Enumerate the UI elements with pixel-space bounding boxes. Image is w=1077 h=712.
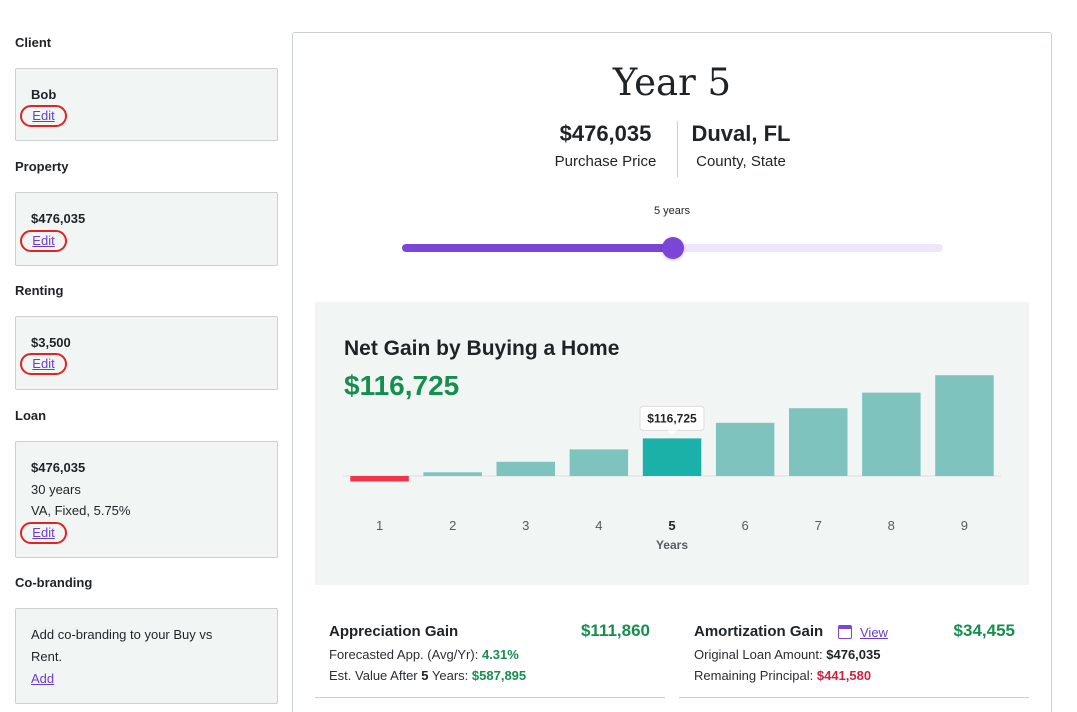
loan-amount: $476,035 — [31, 460, 86, 475]
renting-edit-link[interactable]: Edit — [20, 353, 67, 375]
client-section-title: Client — [15, 35, 52, 50]
x-tick-label-2: 2 — [449, 518, 456, 533]
tooltip-pointer — [667, 430, 677, 436]
x-tick-label-3: 3 — [522, 518, 529, 533]
property-card: $476,035 Edit — [15, 192, 278, 266]
forecast-appreciation-line: Forecasted App. (Avg/Yr): 4.31% — [329, 647, 519, 662]
property-price: $476,035 — [31, 211, 86, 226]
loan-term: 30 years — [31, 482, 81, 497]
loan-section-title: Loan — [15, 408, 47, 423]
appreciation-divider — [315, 697, 665, 698]
loan-edit-link[interactable]: Edit — [20, 522, 67, 544]
tooltip-box — [639, 405, 705, 431]
amortization-gain-title: Amortization Gain — [694, 623, 824, 640]
bar-year-6[interactable] — [715, 422, 775, 476]
client-name: Bob — [31, 87, 57, 102]
bar-year-7[interactable] — [789, 408, 848, 476]
tooltip-value: $116,725 — [647, 411, 697, 425]
amortization-gain-value: $34,455 — [953, 621, 1015, 640]
original-loan-line: Original Loan Amount: $476,035 — [694, 647, 881, 662]
bar-year-8[interactable] — [862, 392, 921, 476]
bar-year-4[interactable] — [569, 449, 629, 476]
purchase-price-label: Purchase Price — [554, 153, 657, 170]
renting-section-title: Renting — [15, 283, 64, 298]
location-value: Duval, FL — [691, 121, 791, 146]
remaining-principal-label: Remaining Principal: — [694, 668, 814, 683]
forecast-appreciation-label: Forecasted App. (Avg/Yr): — [329, 647, 479, 662]
appreciation-gain-value: $111,860 — [580, 621, 650, 640]
bar-year-5[interactable] — [642, 438, 702, 476]
original-loan-value: $476,035 — [826, 647, 881, 662]
original-loan-label: Original Loan Amount: — [694, 647, 823, 662]
net-gain-chart-card: 1 2 3 4 5 $116,725 6 7 8 9 Years Net Gain by Buyin… — [315, 302, 1029, 585]
years-slider[interactable] — [402, 237, 943, 259]
amortization-view-link[interactable]: View — [860, 625, 888, 640]
bar-year-2[interactable] — [423, 472, 482, 476]
stat-divider — [677, 121, 678, 177]
loan-card: $476,035 30 years VA, Fixed, 5.75% Edit — [15, 441, 278, 558]
cobranding-section-title: Co-branding — [15, 575, 93, 590]
remaining-principal-line: Remaining Principal: $441,580 — [694, 668, 871, 683]
cobranding-card: Add co-branding to your Buy vs Rent. Add — [15, 608, 278, 704]
renting-card: $3,500 Edit — [15, 316, 278, 390]
cobranding-text-line2: Rent. — [31, 649, 63, 664]
selected-bar-tooltip: $116,725 — [639, 405, 705, 436]
x-tick-label-8: 8 — [888, 518, 895, 533]
location-stat: Duval, FL County, State — [685, 121, 797, 170]
forecast-appreciation-value: 4.31% — [481, 647, 519, 662]
appreciation-gain-title: Appreciation Gain — [329, 623, 459, 640]
x-tick-label-5: 5 — [668, 518, 675, 533]
bar-year-3[interactable] — [496, 461, 556, 476]
results-panel: Year 5 $476,035 Purchase Price Duval, FL… — [292, 32, 1052, 712]
bar-year-1[interactable] — [350, 476, 409, 482]
property-section-title: Property — [15, 159, 69, 174]
x-axis-label: Years — [656, 538, 688, 552]
x-tick-label-9: 9 — [961, 518, 968, 533]
purchase-price-stat: $476,035 Purchase Price — [543, 121, 668, 170]
purchase-price-value: $476,035 — [559, 121, 652, 146]
est-value-years: 5 — [421, 668, 429, 683]
net-gain-value: $116,725 — [344, 370, 460, 401]
est-value-amount: $587,895 — [471, 668, 527, 683]
year-title: Year 5 — [612, 61, 732, 104]
x-tick-label-7: 7 — [815, 518, 822, 533]
est-value-label-prefix: Est. Value After — [329, 668, 418, 683]
loan-type: VA, Fixed, 5.75% — [31, 503, 131, 518]
x-tick-label-1: 1 — [376, 518, 383, 533]
amortization-divider — [679, 697, 1029, 698]
cobranding-text-line1: Add co-branding to your Buy vs — [31, 627, 213, 642]
net-gain-bar-chart: 1 2 3 4 5 $116,725 6 7 8 9 Years — [343, 375, 1001, 552]
bar-year-9[interactable] — [935, 375, 994, 476]
property-edit-link[interactable]: Edit — [20, 230, 67, 252]
cobranding-add-link[interactable]: Add — [31, 671, 55, 686]
est-value-line: Est. Value After 5 Years: $587,895 — [329, 668, 526, 683]
slider-thumb[interactable] — [661, 237, 684, 259]
x-tick-label-4: 4 — [595, 518, 602, 533]
client-edit-link[interactable]: Edit — [20, 105, 67, 127]
x-tick-label-6: 6 — [741, 518, 748, 533]
calendar-icon[interactable] — [838, 625, 852, 639]
slider-fill — [402, 244, 673, 252]
renting-rent: $3,500 — [31, 335, 71, 350]
est-value-label-suffix: Years: — [431, 668, 469, 683]
location-label: County, State — [696, 153, 786, 170]
client-card: Bob Edit — [15, 68, 278, 141]
slider-value-label: 5 years — [653, 205, 691, 217]
chart-title: Net Gain by Buying a Home — [344, 337, 620, 360]
remaining-principal-value: $441,580 — [816, 668, 872, 683]
